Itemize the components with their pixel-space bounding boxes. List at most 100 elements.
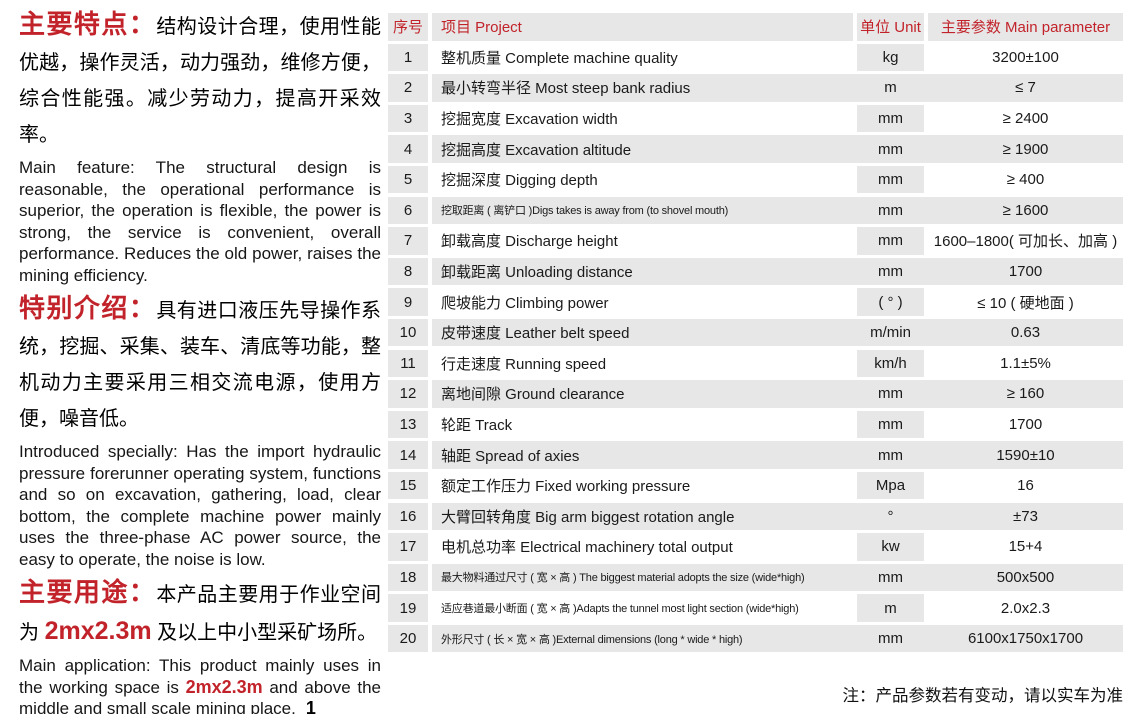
application-size-en: 2mx2.3m bbox=[185, 676, 263, 697]
row-number-cell: 15 bbox=[388, 471, 428, 500]
parameter-cell: 1.1±5% bbox=[1000, 354, 1051, 372]
parameter-cell: ≥ 1900 bbox=[1002, 140, 1049, 158]
unit-cell: mm bbox=[857, 135, 924, 163]
spec-table: 序号 项目 Project 单位 Unit 主要参数 Main paramete… bbox=[388, 13, 1123, 655]
parameter-cell: 1600–1800( 可加长、加高 ) bbox=[933, 233, 1118, 251]
parameter-cell: 500x500 bbox=[996, 568, 1055, 586]
row-number-cell: 10 bbox=[388, 318, 428, 347]
row-number-cell: 14 bbox=[388, 441, 428, 469]
unit-cell: m bbox=[857, 74, 924, 102]
row-number-cell: 8 bbox=[388, 257, 428, 286]
parameter-cell: 0.63 bbox=[1010, 324, 1041, 342]
project-cell: 轴距 Spread of axies bbox=[441, 447, 580, 465]
header-project: 项目 Project bbox=[432, 13, 853, 41]
row-band: 整机质量 Complete machine quality kg 3200±10… bbox=[432, 43, 1123, 72]
row-number-cell: 19 bbox=[388, 594, 428, 622]
table-row: 12 离地间隙 Ground clearance mm ≥ 160 bbox=[388, 380, 1123, 408]
table-row: 2 最小转弯半径 Most steep bank radius m ≤ 7 bbox=[388, 74, 1123, 102]
unit-cell: mm bbox=[857, 410, 924, 439]
parameter-cell: 16 bbox=[1017, 477, 1034, 495]
parameter-cell: ≤ 10 ( 硬地面 ) bbox=[977, 294, 1074, 312]
project-cell: 轮距 Track bbox=[441, 416, 513, 434]
table-row: 4 挖掘高度 Excavation altitude mm ≥ 1900 bbox=[388, 135, 1123, 163]
table-row: 18 最大物料通过尺寸 ( 宽 × 高 ) The biggest materi… bbox=[388, 563, 1123, 592]
table-row: 13 轮距 Track mm 1700 bbox=[388, 410, 1123, 439]
unit-cell: kw bbox=[857, 533, 924, 561]
row-number-cell: 11 bbox=[388, 349, 428, 378]
project-cell: 卸载距离 Unloading distance bbox=[441, 264, 633, 281]
application-text-en-pre: Main application: This product mainly us… bbox=[19, 656, 381, 697]
description-panel: 主要特点：结构设计合理，使用性能优越，操作灵活，动力强劲，维修方便，综合性能强。… bbox=[19, 6, 381, 714]
table-header-row: 序号 项目 Project 单位 Unit 主要参数 Main paramete… bbox=[388, 13, 1123, 41]
project-cell: 行走速度 Running speed bbox=[441, 355, 607, 373]
spec-table-body: 1 整机质量 Complete machine quality kg 3200±… bbox=[388, 43, 1123, 653]
row-number-cell: 6 bbox=[388, 196, 428, 225]
row-band: 离地间隙 Ground clearance mm ≥ 160 bbox=[432, 380, 1123, 408]
project-cell: 电机总功率 Electrical machinery total output bbox=[441, 539, 733, 557]
feature-text-cn: 结构设计合理，使用性能优越，操作灵活，动力强劲，维修方便，综合性能强。减少劳动力… bbox=[19, 16, 381, 146]
project-cell: 挖掘宽度 Excavation width bbox=[441, 111, 618, 129]
project-cell: 皮带速度 Leather belt speed bbox=[441, 325, 630, 343]
unit-cell: mm bbox=[857, 104, 924, 133]
row-band: 轮距 Track mm 1700 bbox=[432, 410, 1123, 439]
parameter-cell: ±73 bbox=[1013, 507, 1038, 525]
row-band: 挖取距离 ( 离铲口 )Digs takes is away from (to … bbox=[432, 196, 1123, 225]
table-row: 1 整机质量 Complete machine quality kg 3200±… bbox=[388, 43, 1123, 72]
row-band: 卸载距离 Unloading distance mm 1700 bbox=[432, 257, 1123, 286]
project-cell: 最小转弯半径 Most steep bank radius bbox=[441, 80, 691, 98]
project-cell: 爬坡能力 Climbing power bbox=[441, 294, 609, 312]
project-cell: 挖掘高度 Excavation altitude bbox=[441, 141, 632, 159]
table-row: 15 额定工作压力 Fixed working pressure Mpa 16 bbox=[388, 471, 1123, 500]
feature-paragraph-cn: 主要特点：结构设计合理，使用性能优越，操作灵活，动力强劲，维修方便，综合性能强。… bbox=[19, 6, 381, 153]
row-band: 挖掘宽度 Excavation width mm ≥ 2400 bbox=[432, 104, 1123, 133]
intro-heading: 特别介绍： bbox=[19, 293, 157, 323]
project-cell: 挖取距离 ( 离铲口 )Digs takes is away from (to … bbox=[441, 205, 729, 218]
table-row: 16 大臂回转角度 Big arm biggest rotation angle… bbox=[388, 502, 1123, 530]
row-number-cell: 5 bbox=[388, 165, 428, 194]
project-cell: 挖掘深度 Digging depth bbox=[441, 172, 598, 190]
header-unit: 单位 Unit bbox=[857, 13, 924, 41]
parameter-cell: 1590±10 bbox=[996, 446, 1055, 464]
table-row: 8 卸载距离 Unloading distance mm 1700 bbox=[388, 257, 1123, 286]
row-band: 最小转弯半径 Most steep bank radius m ≤ 7 bbox=[432, 74, 1123, 102]
row-number-cell: 16 bbox=[388, 502, 428, 530]
unit-cell: kg bbox=[857, 43, 924, 72]
intro-paragraph-cn: 特别介绍：具有进口液压先导操作系统，挖掘、采集、装车、清底等功能，整机动力主要采… bbox=[19, 290, 381, 437]
table-row: 17 电机总功率 Electrical machinery total outp… bbox=[388, 533, 1123, 561]
unit-cell: mm bbox=[857, 563, 924, 592]
parameter-cell: ≥ 1600 bbox=[1002, 201, 1049, 219]
row-number-cell: 7 bbox=[388, 227, 428, 255]
table-row: 20 外形尺寸 ( 长 × 宽 × 高 )External dimensions… bbox=[388, 624, 1123, 653]
row-band: 爬坡能力 Climbing power ( ° ) ≤ 10 ( 硬地面 ) bbox=[432, 288, 1123, 316]
table-row: 9 爬坡能力 Climbing power ( ° ) ≤ 10 ( 硬地面 ) bbox=[388, 288, 1123, 316]
row-number-cell: 3 bbox=[388, 104, 428, 133]
table-row: 14 轴距 Spread of axies mm 1590±10 bbox=[388, 441, 1123, 469]
project-cell: 额定工作压力 Fixed working pressure bbox=[441, 478, 691, 496]
unit-cell: Mpa bbox=[857, 471, 924, 500]
parameter-cell: ≥ 160 bbox=[1006, 385, 1045, 403]
unit-cell: m bbox=[857, 594, 924, 622]
row-band: 额定工作压力 Fixed working pressure Mpa 16 bbox=[432, 471, 1123, 500]
application-size-cn: 2mx2.3m bbox=[44, 617, 152, 645]
row-band: 皮带速度 Leather belt speed m/min 0.63 bbox=[432, 318, 1123, 347]
row-band: 外形尺寸 ( 长 × 宽 × 高 )External dimensions (l… bbox=[432, 624, 1123, 653]
row-band: 适应巷道最小断面 ( 宽 × 高 )Adapts the tunnel most… bbox=[432, 594, 1123, 622]
application-heading: 主要用途： bbox=[19, 577, 157, 607]
intro-text-cn: 具有进口液压先导操作系统，挖掘、采集、装车、清底等功能，整机动力主要采用三相交流… bbox=[19, 300, 381, 430]
row-band: 轴距 Spread of axies mm 1590±10 bbox=[432, 441, 1123, 469]
parameter-cell: 1700 bbox=[1008, 415, 1043, 433]
row-band: 最大物料通过尺寸 ( 宽 × 高 ) The biggest material … bbox=[432, 563, 1123, 592]
row-number-cell: 9 bbox=[388, 288, 428, 316]
parameter-cell: ≤ 7 bbox=[1015, 79, 1036, 97]
parameter-cell: ≥ 400 bbox=[1006, 171, 1045, 189]
row-band: 卸载高度 Discharge height mm 1600–1800( 可加长、… bbox=[432, 227, 1123, 255]
table-row: 10 皮带速度 Leather belt speed m/min 0.63 bbox=[388, 318, 1123, 347]
page-number: 1 bbox=[305, 698, 316, 714]
unit-cell: m/min bbox=[857, 318, 924, 347]
parameter-cell: 15+4 bbox=[1008, 538, 1043, 556]
table-row: 5 挖掘深度 Digging depth mm ≥ 400 bbox=[388, 165, 1123, 194]
unit-cell: mm bbox=[857, 257, 924, 286]
header-no: 序号 bbox=[388, 13, 428, 41]
row-number-cell: 1 bbox=[388, 43, 428, 72]
